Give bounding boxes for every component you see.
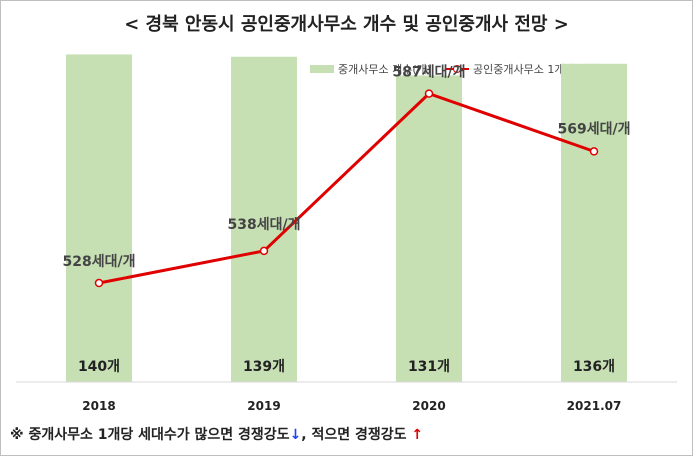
bar-value-label: 139개 <box>243 359 285 375</box>
legend-label-bars: 중개사무소 개수(개) <box>338 63 432 76</box>
bar <box>231 56 297 383</box>
arrow-up-icon: ↑ <box>411 427 424 443</box>
bar-value-label: 140개 <box>78 359 120 375</box>
legend-item-bars: 중개사무소 개수(개) <box>310 61 431 77</box>
footnote: ※ 중개사무소 1개당 세대수가 많으면 경쟁강도↓, 적으면 경쟁강도 ↑ <box>10 424 423 444</box>
line-value-label: 587세대/개 <box>393 65 466 81</box>
line-point <box>259 246 269 256</box>
line-point <box>589 147 599 156</box>
legend-swatch-line <box>445 64 470 74</box>
line-value-label: 528세대/개 <box>63 254 136 270</box>
bar-value-label: 136개 <box>573 359 615 375</box>
bar <box>561 63 627 382</box>
footnote-text-1: ※ 중개사무소 1개당 세대수가 많으면 경쟁강도 <box>10 427 290 443</box>
bar-value-label: 131개 <box>408 359 450 375</box>
x-tick-label: 2021.07 <box>567 399 622 413</box>
line-point <box>424 89 434 98</box>
line-point <box>94 278 104 288</box>
line-value-label: 569세대/개 <box>558 121 631 137</box>
line-value-label: 538세대/개 <box>228 217 301 233</box>
legend-swatch-bar <box>310 65 334 73</box>
arrow-down-icon: ↓ <box>289 427 302 443</box>
chart-title: < 경북 안동시 공인중개사무소 개수 및 공인중개사 전망 > <box>124 14 569 35</box>
x-tick-label: 2020 <box>412 399 445 413</box>
footnote-text-2: , 적으면 경쟁강도 <box>301 427 412 443</box>
line-series <box>98 92 595 285</box>
bar <box>66 54 132 383</box>
x-tick-label: 2018 <box>82 399 115 413</box>
x-tick-label: 2019 <box>247 399 280 413</box>
bar <box>396 75 462 383</box>
